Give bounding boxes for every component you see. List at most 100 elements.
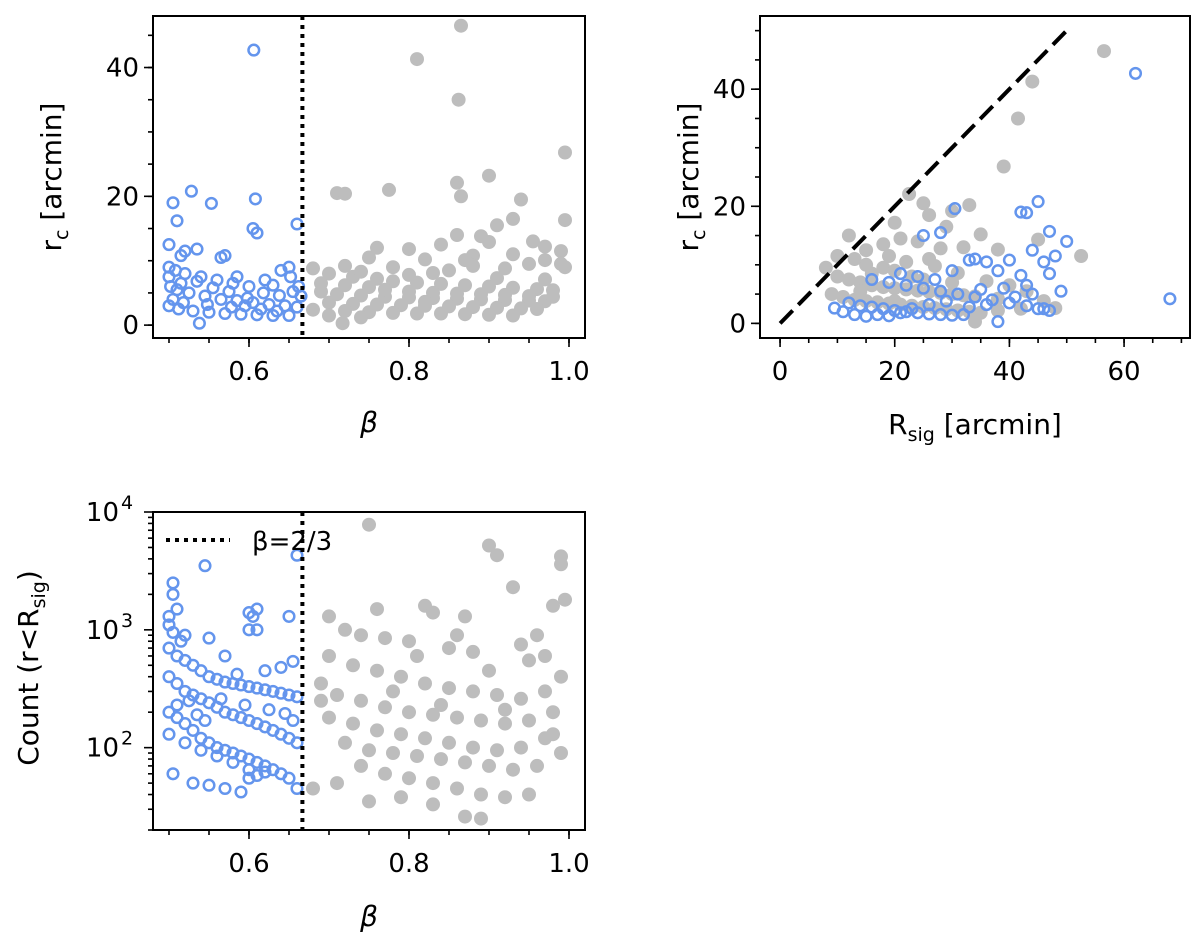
gray-point <box>498 716 512 731</box>
blue-point <box>1014 205 1028 219</box>
blue-point <box>238 698 252 712</box>
gray-point <box>950 303 965 318</box>
blue-point <box>198 289 212 303</box>
gray-point <box>490 688 504 702</box>
gray-point <box>498 287 512 302</box>
gray-point <box>554 557 568 572</box>
gray-point <box>498 261 512 276</box>
gray-point <box>346 716 360 731</box>
gray-point <box>506 247 520 262</box>
gray-point <box>426 707 440 722</box>
y-tick-label: 20 <box>713 192 746 222</box>
gray-point <box>824 287 839 302</box>
blue-point <box>192 316 206 330</box>
gray-point <box>418 676 432 691</box>
blue-point <box>1037 255 1051 269</box>
gray-point <box>362 794 376 809</box>
gray-point <box>386 684 400 699</box>
x-tick-label: 0.6 <box>228 357 269 387</box>
gray-point <box>402 634 416 649</box>
blue-point <box>284 270 298 284</box>
gray-point <box>558 213 572 228</box>
blue-point <box>234 678 248 692</box>
x-axis-label: β <box>359 900 378 933</box>
gray-point <box>558 260 572 275</box>
gray-point <box>306 302 320 317</box>
gray-point <box>402 284 416 299</box>
gray-point <box>939 219 954 234</box>
gray-point <box>968 314 982 329</box>
blue-point <box>218 705 232 719</box>
gray-point <box>498 702 512 717</box>
blue-point <box>258 765 272 779</box>
gray-point <box>530 302 544 316</box>
gray-point <box>306 781 320 796</box>
blue-point <box>842 296 856 310</box>
blue-point <box>242 279 256 294</box>
gray-point <box>554 244 568 259</box>
gray-point <box>490 218 504 233</box>
gray-points-beta-rc <box>306 18 572 331</box>
gray-point <box>927 301 942 316</box>
gray-point <box>418 252 432 267</box>
blue-point <box>242 680 256 694</box>
gray-point <box>490 548 504 563</box>
blue-point <box>234 749 248 763</box>
gray-point <box>338 735 352 750</box>
gray-point <box>554 746 568 760</box>
blue-point <box>214 250 228 265</box>
gray-points-rsig-rc <box>818 44 1111 329</box>
gray-point <box>1011 111 1025 126</box>
blue-point <box>282 771 296 785</box>
blue-point <box>899 278 913 292</box>
gray-point <box>450 286 464 301</box>
x-tick-label: 1.0 <box>548 849 589 879</box>
blue-point <box>859 309 873 323</box>
gray-point <box>338 258 352 273</box>
gray-point <box>410 649 424 663</box>
gray-point <box>354 310 368 325</box>
blue-point <box>194 664 208 678</box>
gray-point <box>538 239 552 254</box>
gray-point <box>394 790 408 805</box>
panel-beta-rc: 0.6 0.8 1.0 0 20 40 β rc [arcmin] <box>35 15 590 439</box>
gray-point <box>442 263 456 278</box>
gray-point <box>434 276 448 291</box>
gray-point <box>482 168 496 183</box>
gray-point <box>830 269 845 284</box>
blue-points-rsig-rc <box>827 66 1177 329</box>
gray-point <box>490 743 504 758</box>
gray-point <box>506 211 520 226</box>
gray-point <box>514 740 528 755</box>
blue-point <box>162 609 176 623</box>
gray-point <box>538 649 552 663</box>
blue-point <box>174 249 188 263</box>
gray-point <box>402 267 416 282</box>
y-axis-label: Count (r<Rsig) <box>12 570 50 766</box>
gray-point <box>362 280 376 295</box>
blue-point <box>170 676 184 691</box>
blue-point <box>202 631 216 645</box>
blue-point <box>247 43 261 57</box>
gray-point <box>506 580 520 595</box>
gray-point <box>306 261 320 276</box>
blue-point <box>1031 195 1045 209</box>
blue-point <box>939 294 953 308</box>
gray-point <box>454 189 468 204</box>
blue-point <box>218 675 232 689</box>
blue-point <box>170 711 184 725</box>
blue-point <box>928 272 942 287</box>
legend: β=2/3 <box>166 527 332 557</box>
blue-point <box>882 309 896 323</box>
gray-point <box>394 669 408 684</box>
blue-point <box>166 625 180 639</box>
blue-point <box>916 281 930 295</box>
blue-point <box>242 623 256 637</box>
gray-point <box>482 307 496 322</box>
y-axis-label: rc [arcmin] <box>35 103 73 252</box>
y-axis-label: rc [arcmin] <box>672 103 710 252</box>
gray-point <box>322 710 336 725</box>
blue-point <box>1060 234 1074 248</box>
